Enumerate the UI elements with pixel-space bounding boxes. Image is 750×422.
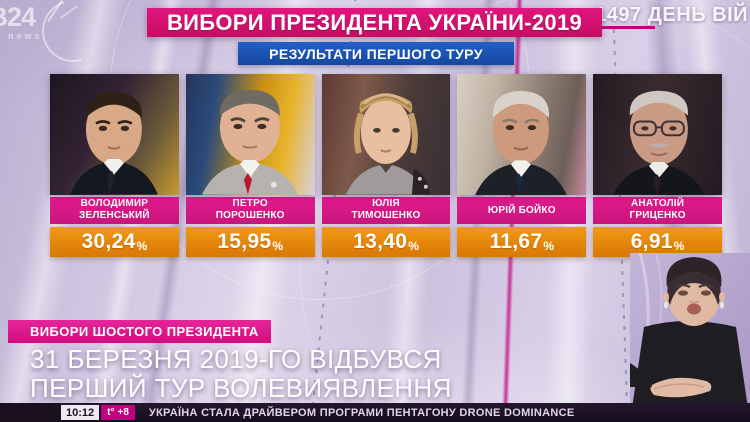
candidate-portrait-icon — [201, 89, 298, 195]
candidate-percent: 13,40 % — [321, 227, 451, 257]
candidate-portrait-icon — [475, 90, 568, 196]
candidate-percent-value: 15,95 — [217, 230, 272, 254]
page-subtitle-text: РЕЗУЛЬТАТИ ПЕРШОГО ТУРУ — [269, 45, 483, 62]
page-title-text: ВИБОРИ ПРЕЗИДЕНТА УКРАЇНИ-2019 — [166, 9, 583, 35]
candidate-photo — [593, 74, 722, 195]
lower-third: ВИБОРИ ШОСТОГО ПРЕЗИДЕНТА 31 БЕРЕЗНЯ 201… — [8, 320, 608, 403]
day-counter: 1497 ДЕНЬ ВІЙ — [595, 4, 748, 29]
ticker-temperature: t° +8 — [101, 405, 135, 420]
candidate-percent-value: 13,40 — [353, 230, 408, 254]
lower-third-line-1: 31 БЕРЕЗНЯ 2019-ГО ВІДБУВСЯ — [30, 344, 442, 374]
lower-third-body: 31 БЕРЕЗНЯ 2019-ГО ВІДБУВСЯ ПЕРШИЙ ТУР В… — [8, 345, 608, 403]
watermark-main-text: ЇВ24 — [0, 2, 36, 32]
candidate-photo — [185, 74, 315, 195]
candidate-last-name: ГРИЦЕНКО — [629, 210, 686, 222]
day-counter-text: 1497 ДЕНЬ ВІЙ — [595, 4, 748, 26]
candidate-percent: 6,91 % — [593, 227, 722, 257]
page-subtitle: РЕЗУЛЬТАТИ ПЕРШОГО ТУРУ — [238, 42, 514, 65]
candidate-name: ВОЛОДИМИР ЗЕЛЕНСЬКИЙ — [50, 196, 179, 225]
ticker-headline: УКРАЇНА СТАЛА ДРАЙВЕРОМ ПРОГРАМИ ПЕНТАГО… — [148, 406, 575, 419]
channel-watermark: ЇВ24 news — [0, 0, 115, 73]
lower-third-line-2: ПЕРШИЙ ТУР ВОЛЕВИЯВЛЕННЯ — [30, 373, 452, 403]
percent-symbol: % — [673, 239, 685, 253]
day-counter-underline — [599, 26, 656, 29]
candidate-card[interactable]: ЮЛІЯ ТИМОШЕНКО 13,40 % — [321, 74, 451, 257]
percent-symbol: % — [272, 239, 284, 253]
interpreter-figure-icon — [630, 253, 750, 422]
candidate-last-name: ПОРОШЕНКО — [215, 210, 285, 222]
percent-symbol: % — [408, 239, 419, 253]
candidate-card[interactable]: АНАТОЛІЙ ГРИЦЕНКО 6,91 % — [593, 74, 722, 257]
candidate-first-name: ЮРІЙ БОЙКО — [487, 204, 556, 216]
lower-third-tag: ВИБОРИ ШОСТОГО ПРЕЗИДЕНТА — [8, 320, 271, 343]
ticker-logo-icon — [0, 403, 60, 422]
candidate-name: АНАТОЛІЙ ГРИЦЕНКО — [593, 196, 722, 225]
sign-language-interpreter — [630, 253, 750, 422]
candidate-name: ЮРІЙ БОЙКО — [457, 197, 587, 225]
candidate-card[interactable]: ВОЛОДИМИР ЗЕЛЕНСЬКИЙ 30,24 % — [50, 74, 179, 257]
candidate-photo — [50, 74, 179, 195]
candidate-first-name: ВОЛОДИМИР — [80, 198, 149, 210]
news-ticker[interactable]: 10:12 t° +8 УКРАЇНА СТАЛА ДРАЙВЕРОМ ПРОГ… — [0, 403, 750, 422]
candidate-photo — [321, 74, 451, 195]
page-title: ВИБОРИ ПРЕЗИДЕНТА УКРАЇНИ-2019 — [147, 8, 602, 37]
candidate-last-name: ТИМОШЕНКО — [351, 210, 421, 222]
candidate-photo — [457, 74, 587, 196]
results-grid: ВОЛОДИМИР ЗЕЛЕНСЬКИЙ 30,24 % — [50, 74, 722, 257]
candidate-percent-value: 11,67 — [489, 230, 543, 254]
candidate-portrait-icon — [69, 91, 158, 195]
candidate-percent: 15,95 % — [185, 227, 315, 257]
candidate-percent: 30,24 % — [50, 227, 179, 257]
candidate-name: ПЕТРО ПОРОШЕНКО — [185, 196, 315, 225]
percent-symbol: % — [543, 239, 555, 253]
candidate-portrait-icon — [345, 93, 430, 195]
candidate-percent: 11,67 % — [457, 227, 587, 257]
candidate-portrait-icon — [613, 90, 706, 195]
ticker-clock: 10:12 — [61, 405, 100, 420]
candidate-card[interactable]: ЮРІЙ БОЙКО 11,67 % — [457, 74, 587, 257]
candidate-name: ЮЛІЯ ТИМОШЕНКО — [321, 196, 451, 225]
candidate-card[interactable]: ПЕТРО ПОРОШЕНКО 15,95 % — [185, 74, 315, 257]
candidate-last-name: ЗЕЛЕНСЬКИЙ — [79, 210, 150, 222]
candidate-percent-value: 6,91 — [630, 230, 673, 254]
candidate-first-name: АНАТОЛІЙ — [631, 198, 685, 210]
candidate-percent-value: 30,24 — [81, 230, 136, 254]
watermark-sub-text: news — [8, 31, 43, 41]
temperature-value: +8 — [117, 407, 129, 418]
candidate-first-name: ПЕТРО — [232, 198, 268, 210]
candidate-first-name: ЮЛІЯ — [372, 198, 400, 210]
percent-symbol: % — [136, 239, 148, 253]
temperature-icon: t° — [107, 407, 115, 418]
